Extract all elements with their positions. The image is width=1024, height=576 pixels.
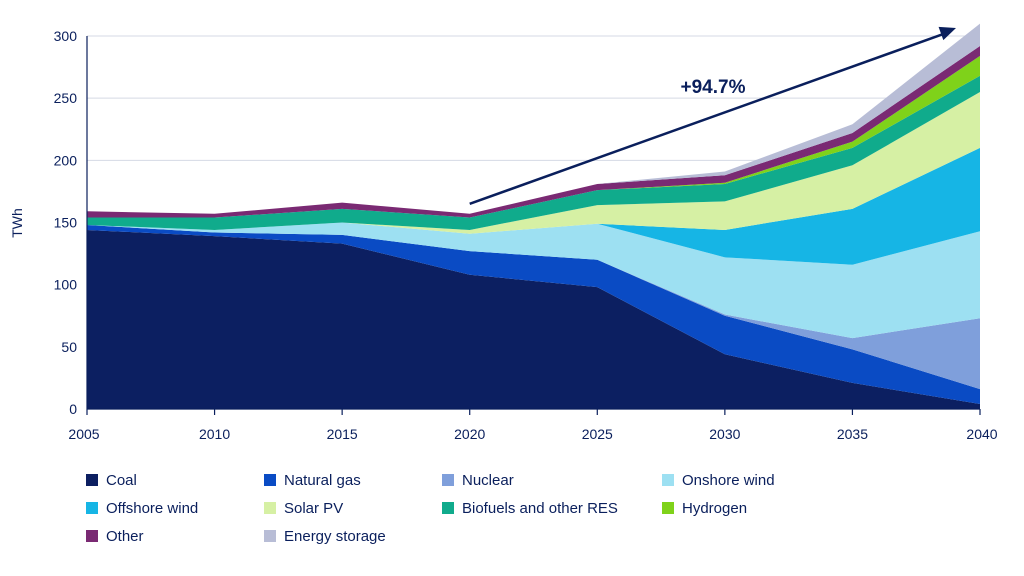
- legend-swatch: [86, 530, 98, 542]
- area-onshore-wind: [87, 222, 980, 339]
- legend-swatch: [662, 502, 674, 514]
- legend-label: Natural gas: [284, 471, 361, 489]
- legend-swatch: [264, 530, 276, 542]
- legend-item-offshore-wind: Offshore wind: [86, 498, 264, 518]
- legend-swatch: [86, 474, 98, 486]
- x-tick-label: 2005: [68, 426, 99, 442]
- axes: [86, 36, 981, 415]
- legend-item-hydrogen: Hydrogen: [662, 498, 862, 518]
- legend-item-coal: Coal: [86, 470, 264, 490]
- area-offshore-wind: [87, 147, 980, 265]
- legend: Coal Natural gas Nuclear Onshore wind Offsho…: [86, 470, 986, 546]
- y-tick-label: 0: [69, 401, 77, 417]
- y-tick-label: 300: [54, 28, 78, 44]
- area-biofuels-and-other-res: [87, 75, 980, 230]
- legend-swatch: [86, 502, 98, 514]
- legend-item-nuclear: Nuclear: [442, 470, 662, 490]
- growth-annotation: +94.7%: [469, 26, 956, 206]
- legend-label: Onshore wind: [682, 471, 775, 489]
- legend-item-energy-storage: Energy storage: [264, 526, 442, 546]
- x-tick-label: 2030: [709, 426, 740, 442]
- y-tick-label: 100: [54, 277, 78, 293]
- growth-arrow-head: [938, 26, 956, 41]
- legend-label: Hydrogen: [682, 499, 748, 517]
- x-tick-label: 2025: [582, 426, 613, 442]
- growth-arrow-line: [469, 31, 947, 206]
- legend-item-solar-pv: Solar PV: [264, 498, 442, 518]
- y-tick-label: 50: [61, 339, 77, 355]
- x-tick-label: 2035: [837, 426, 868, 442]
- legend-label: Solar PV: [284, 499, 344, 517]
- x-tick-label: 2020: [454, 426, 485, 442]
- legend-swatch: [662, 474, 674, 486]
- area-series: [87, 23, 980, 409]
- legend-swatch: [442, 502, 454, 514]
- y-tick-labels: 0 50 100 150 200 250 300: [54, 28, 78, 417]
- x-tick-labels: 2005 2010 2015 2020 2025 2030 2035 2040: [68, 426, 997, 442]
- legend-item-onshore-wind: Onshore wind: [662, 470, 862, 490]
- legend-label: Other: [106, 527, 144, 545]
- y-axis-label: TWh: [9, 208, 25, 238]
- legend-swatch: [264, 474, 276, 486]
- legend-label: Coal: [106, 471, 137, 489]
- area-solar-pv: [87, 91, 980, 234]
- x-tick-label: 2015: [327, 426, 358, 442]
- area-natural-gas: [87, 224, 980, 405]
- legend-item-other: Other: [86, 526, 264, 546]
- x-tick-label: 2010: [199, 426, 230, 442]
- legend-label: Nuclear: [462, 471, 514, 489]
- legend-swatch: [264, 502, 276, 514]
- y-tick-label: 250: [54, 90, 78, 106]
- legend-label: Energy storage: [284, 527, 386, 545]
- legend-label: Biofuels and other RES: [462, 499, 618, 517]
- x-tick-label: 2040: [966, 426, 997, 442]
- legend-item-natural-gas: Natural gas: [264, 470, 442, 490]
- legend-swatch: [442, 474, 454, 486]
- area-coal: [87, 229, 980, 409]
- y-tick-label: 200: [54, 152, 78, 168]
- legend-item-biofuels-and-other-res: Biofuels and other RES: [442, 498, 662, 518]
- growth-annotation-label: +94.7%: [681, 77, 746, 98]
- y-tick-label: 150: [54, 215, 78, 231]
- legend-label: Offshore wind: [106, 499, 199, 517]
